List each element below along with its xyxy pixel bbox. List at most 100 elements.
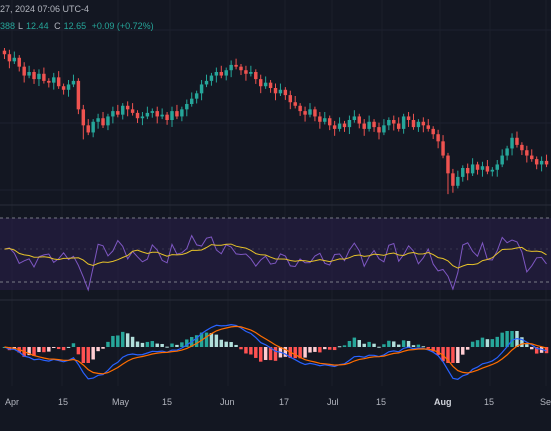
macd-histogram-bar <box>401 340 406 347</box>
candle-body <box>145 112 150 117</box>
candle-body <box>61 86 66 90</box>
candle-body <box>534 159 539 165</box>
macd-histogram-bar <box>318 347 322 353</box>
macd-histogram-bar <box>125 333 130 347</box>
candle-body <box>273 88 278 94</box>
macd-histogram-bar <box>244 347 248 354</box>
macd-histogram-bar <box>456 347 460 363</box>
candle-body <box>244 70 248 74</box>
candle-body <box>318 116 322 122</box>
macd-histogram-bar <box>258 347 263 362</box>
candle-body <box>510 137 514 149</box>
candle-body <box>229 64 233 71</box>
chart-datetime: 27, 2024 07:06 UTC-4 <box>0 4 90 14</box>
macd-histogram-bar <box>534 347 539 354</box>
macd-histogram-bar <box>372 343 376 347</box>
candle-body <box>323 118 327 122</box>
candle-body <box>544 160 549 165</box>
macd-histogram-bar <box>313 347 317 352</box>
macd-histogram-bar <box>367 341 371 347</box>
xtick-may: May <box>112 397 130 407</box>
candle-body <box>249 72 253 74</box>
macd-histogram-bar <box>495 336 499 347</box>
candle-body <box>135 112 140 119</box>
macd-histogram-bar <box>392 341 396 347</box>
candle-body <box>32 72 36 80</box>
candle-body <box>27 72 31 76</box>
candle-body <box>308 109 312 115</box>
macd-histogram-bar <box>121 331 125 347</box>
macd-histogram-bar <box>465 347 470 350</box>
xtick-sep: Se <box>540 397 551 407</box>
candle-body <box>2 50 7 55</box>
macd-histogram-bar <box>263 347 268 360</box>
candle-body <box>22 66 26 76</box>
candle-body <box>165 114 169 120</box>
candle-body <box>86 125 90 133</box>
candle-body <box>480 166 485 170</box>
candle-body <box>451 173 455 186</box>
macd-histogram-bar <box>42 347 46 353</box>
macd-histogram-bar <box>145 341 150 347</box>
candle-body <box>12 57 17 62</box>
macd-histogram-bar <box>194 335 199 347</box>
candle-body <box>352 116 357 120</box>
time-axis[interactable] <box>0 386 551 431</box>
macd-histogram-bar <box>298 347 302 359</box>
macd-histogram-bar <box>37 347 41 353</box>
ohlc-low-value: 12.44 <box>26 21 49 31</box>
macd-histogram-bar <box>308 347 312 353</box>
candle-body <box>539 160 544 165</box>
candle-body <box>185 104 189 110</box>
macd-histogram-bar <box>485 339 490 347</box>
candle-body <box>121 105 125 115</box>
candle-body <box>111 111 115 117</box>
macd-histogram-bar <box>254 347 258 358</box>
macd-line <box>4 323 547 380</box>
ohlc-close-value: 12.65 <box>63 21 87 31</box>
macd-histogram-bar <box>544 347 549 354</box>
candle-body <box>456 176 460 186</box>
macd-histogram-bar <box>293 347 297 359</box>
macd-histogram-bar <box>327 347 332 350</box>
macd-histogram-bar <box>180 342 184 347</box>
candle-body <box>525 150 529 156</box>
xtick-jul-15: 15 <box>376 397 387 407</box>
candle-body <box>52 77 56 83</box>
candle-body <box>209 75 214 81</box>
candle-body <box>116 111 120 115</box>
rsi-band <box>0 218 551 290</box>
candle-body <box>204 80 209 85</box>
xtick-jul: Jul <box>327 397 339 407</box>
candle-body <box>155 111 159 117</box>
xtick-apr: Apr <box>5 397 20 407</box>
macd-histogram-bar <box>347 340 352 347</box>
candle-body <box>436 134 440 142</box>
candle-body <box>431 128 435 135</box>
macd-histogram-bar <box>283 347 288 357</box>
candle-body <box>76 80 81 110</box>
macd-histogram-bar <box>130 336 135 347</box>
candle-body <box>219 72 224 76</box>
candle-body <box>382 125 386 133</box>
macd-histogram-bar <box>27 347 31 356</box>
macd-histogram-bar <box>96 347 100 352</box>
candle-body <box>401 116 406 129</box>
candle-body <box>446 155 450 174</box>
candle-body <box>377 127 381 133</box>
candle-body <box>337 123 342 129</box>
macd-histogram-bar <box>436 347 440 355</box>
macd-histogram-bar <box>446 347 450 363</box>
macd-histogram-bar <box>431 347 435 352</box>
macd-histogram-bar <box>520 337 524 347</box>
macd-histogram-bar <box>387 340 391 347</box>
xtick-may-15: 15 <box>162 397 173 407</box>
candle-body <box>268 82 273 88</box>
signal-line <box>4 325 547 375</box>
macd-histogram-bar <box>229 342 233 347</box>
candle-body <box>313 109 317 117</box>
macd-histogram-bar <box>204 332 209 347</box>
macd-histogram-bar <box>480 337 485 347</box>
